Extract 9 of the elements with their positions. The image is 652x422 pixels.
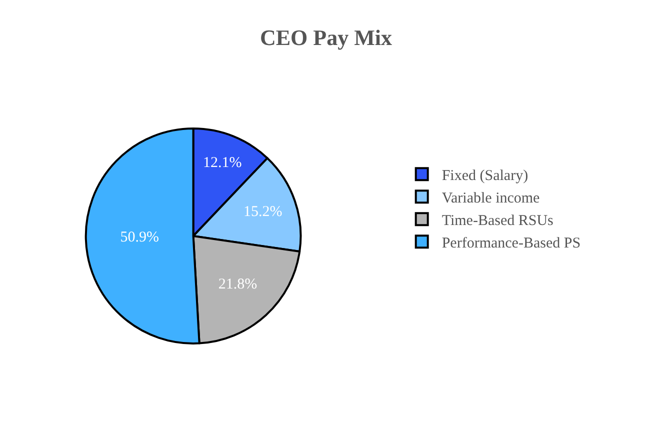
data-label: 50.9% [120,230,159,246]
legend-label: Fixed (Salary) [442,168,528,184]
chart-title: CEO Pay Mix [260,24,392,50]
data-label: 12.1% [202,155,242,172]
data-label: 21.8% [218,276,258,293]
legend-label: Performance-Based PS [442,235,581,252]
legend-label: Variable income [442,190,540,206]
legend-label: Time-Based RSUs [442,212,554,229]
data-label: 15.2% [243,204,282,220]
